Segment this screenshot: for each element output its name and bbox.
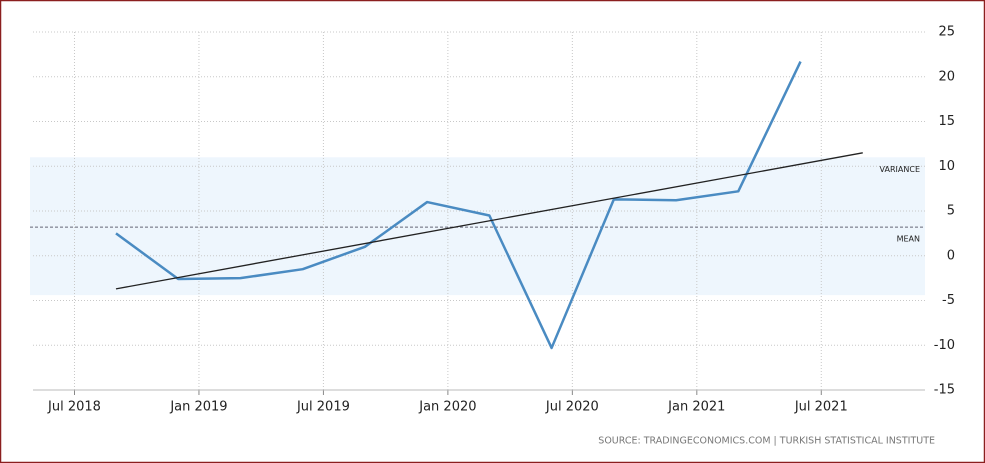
y-tick-label: 10 [938, 159, 955, 174]
y-tick-label: 15 [938, 114, 955, 129]
x-tick-label: Jan 2021 [667, 400, 725, 415]
x-tick-label: Jan 2019 [169, 400, 227, 415]
variance-band [30, 157, 925, 296]
source: SOURCE: TRADINGECONOMICS.COM | TURKISH S… [598, 436, 935, 447]
variance-label: VARIANCE [880, 165, 920, 174]
data-line [115, 60, 802, 350]
y-tick-label: -10 [934, 338, 955, 353]
y-tick-label: 5 [947, 204, 955, 219]
y-tick-label: -5 [942, 293, 955, 308]
y-tick-label: 25 [938, 25, 955, 40]
x-tick-label: Jul 2020 [545, 400, 599, 415]
x-tick-label: Jan 2020 [418, 400, 476, 415]
y-tick-label: 20 [938, 69, 955, 84]
mean-label: MEAN [897, 235, 920, 244]
x-tick-label: Jul 2018 [47, 400, 101, 415]
y-tick-label: 0 [947, 248, 955, 263]
x-tick-label: Jul 2021 [794, 400, 848, 415]
y-tick-label: -15 [934, 383, 955, 398]
trend-line [115, 152, 863, 290]
x-tick-label: Jul 2019 [296, 400, 350, 415]
